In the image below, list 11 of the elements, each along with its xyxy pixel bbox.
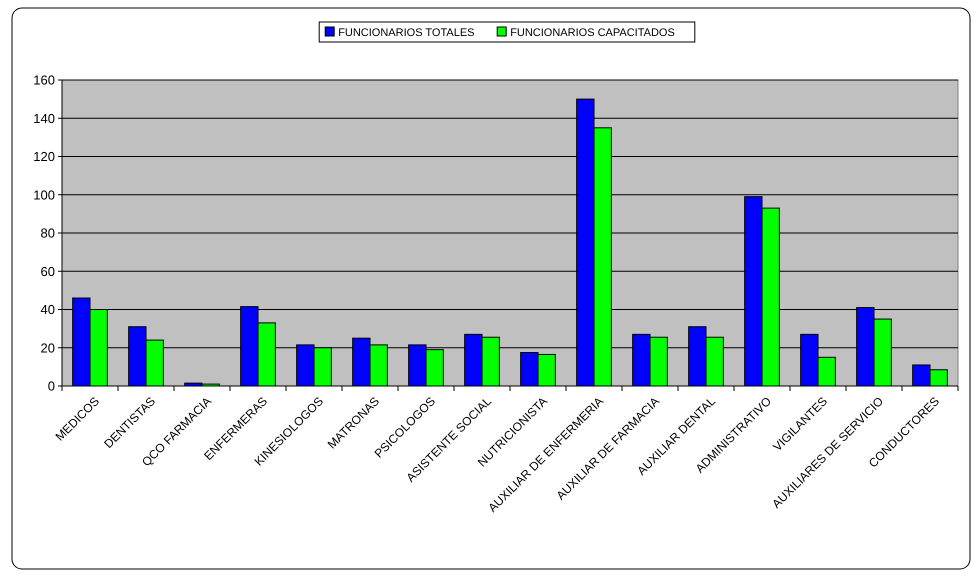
y-tick-label: 160	[33, 72, 55, 88]
legend-label: FUNCIONARIOS TOTALES	[338, 26, 475, 39]
y-tick-label: 40	[40, 302, 55, 318]
y-tick-label: 120	[33, 149, 55, 164]
y-tick-label: 0	[48, 378, 55, 394]
y-tick-label: 100	[33, 187, 55, 202]
y-tick-label: 60	[40, 264, 55, 279]
legend-label: FUNCIONARIOS CAPACITADOS	[510, 26, 675, 39]
y-tick-label: 20	[40, 340, 55, 356]
y-tick-label: 80	[40, 226, 55, 241]
y-tick-label: 140	[33, 110, 55, 126]
